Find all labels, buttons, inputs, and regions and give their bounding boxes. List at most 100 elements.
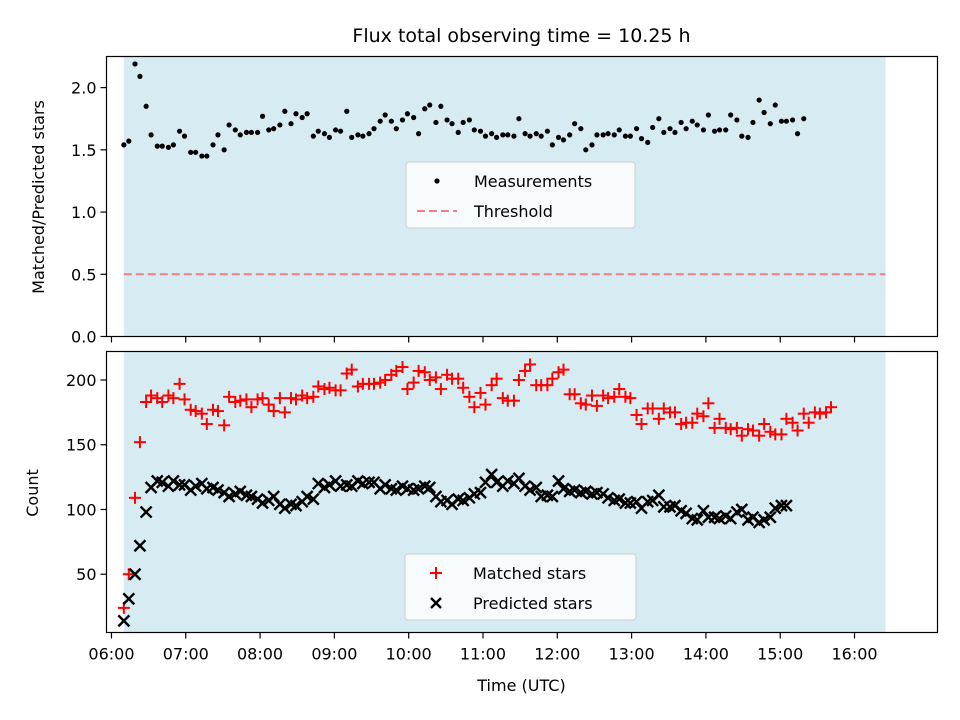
matched-star-point — [579, 398, 592, 411]
matched-star-point — [390, 364, 403, 377]
measurement-point — [489, 131, 495, 137]
measurement-point — [333, 127, 339, 133]
xtick-label: 06:00 — [88, 645, 134, 664]
matched-star-point — [423, 373, 436, 386]
matched-star-point — [646, 402, 659, 415]
matched-star-point — [173, 377, 186, 390]
predicted-star-point — [311, 477, 325, 490]
measurement-point — [567, 132, 573, 138]
measurement-point — [210, 142, 216, 148]
matched-star-point — [713, 412, 726, 425]
predicted-star-point — [122, 592, 136, 606]
xtick-label: 08:00 — [237, 645, 283, 664]
matched-star-point — [211, 405, 224, 418]
measurement-point — [555, 134, 562, 140]
matched-star-point — [289, 393, 302, 406]
measurement-point — [605, 131, 611, 137]
predicted-star-point — [485, 468, 499, 481]
matched-star-point — [697, 410, 710, 423]
matched-star-point — [652, 412, 665, 425]
matched-star-point — [407, 376, 420, 389]
measurement-point — [672, 129, 678, 136]
predicted-star-point — [362, 475, 376, 489]
measurement-point — [427, 102, 433, 108]
measurement-point — [399, 117, 406, 123]
matched-star-point — [418, 366, 431, 379]
measurement-point — [745, 134, 751, 140]
measurement-point — [583, 147, 589, 153]
matched-star-point — [824, 401, 837, 414]
measurement-point — [393, 126, 399, 132]
matched-star-point — [463, 390, 476, 403]
measurement-point — [767, 121, 773, 127]
bottom-ytick-label: 100 — [66, 500, 97, 519]
measurement-point — [482, 133, 489, 139]
predicted-star-point — [652, 488, 666, 502]
measurement-point — [650, 124, 656, 131]
matched-star-point — [507, 394, 520, 407]
matched-star-point — [585, 389, 598, 402]
measurement-point — [215, 132, 221, 138]
measurement-point — [700, 127, 707, 133]
measurement-point — [511, 133, 517, 139]
matched-star-point — [630, 408, 643, 421]
top-plot-frame — [105, 55, 939, 338]
matched-star-point — [429, 371, 442, 384]
measurement-point — [237, 132, 243, 138]
measurement-point — [734, 117, 740, 123]
measurement-point — [259, 113, 266, 119]
matched-star-point — [256, 392, 269, 405]
matched-star-point — [474, 386, 487, 399]
measurement-point — [165, 144, 172, 150]
matched-star-point — [691, 407, 704, 420]
measurement-point — [349, 134, 355, 140]
measurement-point — [304, 111, 310, 117]
measurement-point — [326, 134, 333, 140]
matched-star-point — [791, 424, 804, 437]
chart-title: Flux total observing time = 10.25 h — [352, 25, 690, 47]
measurement-point — [477, 128, 484, 134]
measurement-point — [772, 102, 778, 108]
measurement-point — [221, 147, 227, 153]
measurement-point — [678, 119, 684, 126]
matched-star-point — [541, 379, 554, 392]
measurement-point — [377, 118, 383, 124]
predicted-star-point — [289, 499, 303, 512]
measurement-point — [778, 118, 785, 124]
measurement-point — [594, 132, 600, 138]
xtick-label: 14:00 — [683, 645, 729, 664]
matched-star-point — [396, 361, 409, 374]
measurement-point — [689, 118, 695, 124]
legend-matched-marker — [430, 567, 442, 579]
bottom-ylabel: Count — [23, 469, 42, 517]
measurement-point — [277, 122, 283, 128]
measurement-point — [271, 126, 277, 132]
matched-star-point — [590, 399, 603, 412]
measurement-point — [204, 153, 210, 159]
matched-star-point — [412, 364, 425, 377]
predicted-star-point — [612, 492, 626, 506]
matched-star-point — [702, 397, 715, 410]
xtick-label: 07:00 — [163, 645, 209, 664]
legend-threshold-label: Threshold — [473, 202, 553, 221]
matched-star-point — [312, 380, 325, 393]
top-panel: 0.00.51.01.52.0 Matched/Predicted stars … — [29, 55, 939, 347]
measurement-point — [193, 149, 199, 155]
matched-star-point — [122, 568, 135, 581]
measurement-point — [716, 127, 723, 133]
top-ytick-label: 2.0 — [71, 79, 96, 98]
measurement-point — [444, 117, 450, 123]
matched-star-point — [624, 392, 637, 405]
matched-star-point — [813, 407, 826, 420]
measurement-point — [232, 127, 238, 133]
matched-star-point — [189, 405, 202, 418]
measurement-point — [449, 121, 455, 127]
predicted-star-point — [490, 475, 503, 489]
bottom-plot-frame — [105, 350, 939, 634]
measurement-point — [137, 73, 143, 80]
predicted-star-point — [173, 478, 186, 492]
matched-star-point — [145, 389, 158, 402]
matched-star-point — [218, 419, 231, 432]
top-ytick-label: 1.0 — [71, 203, 96, 222]
matched-star-point — [485, 379, 498, 392]
